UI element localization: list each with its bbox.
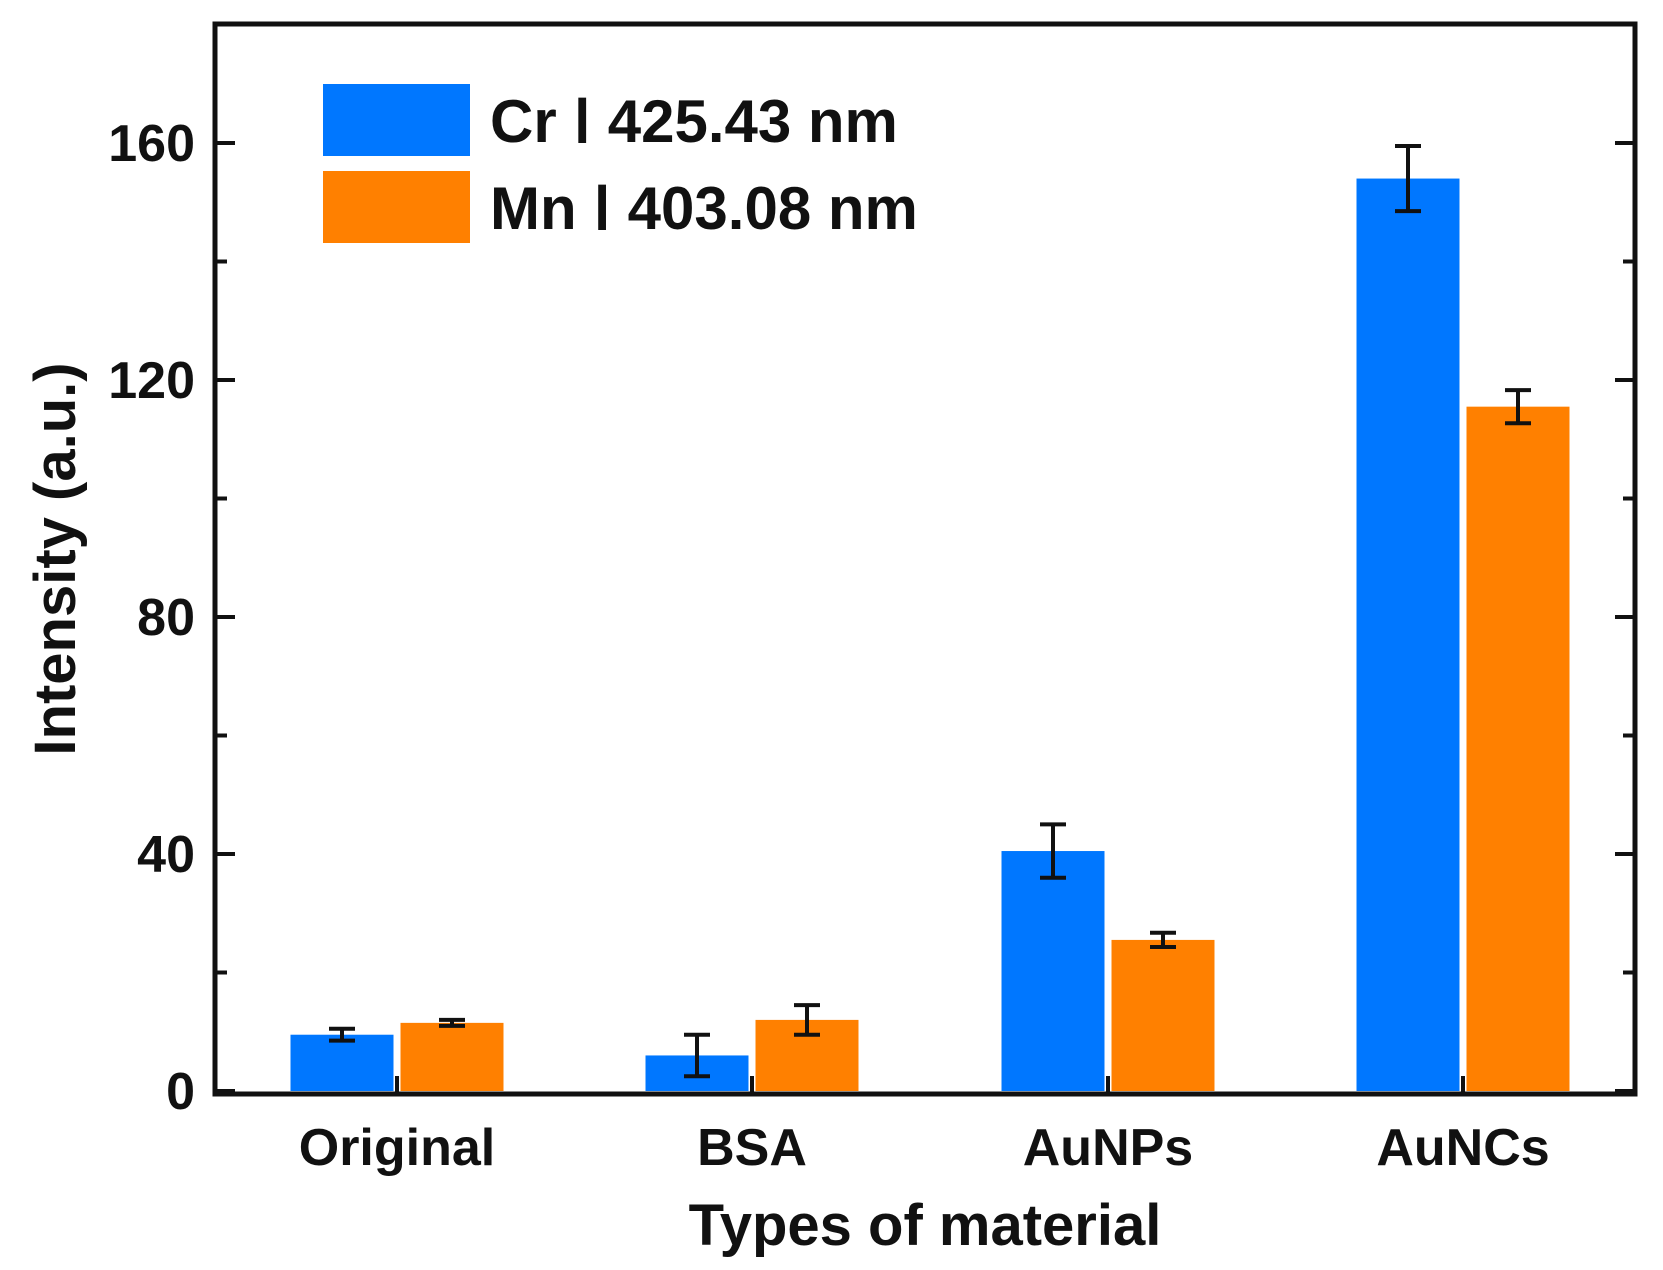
bar-aunps-series-2 xyxy=(1111,939,1215,1091)
legend-swatch-series-1 xyxy=(323,84,470,156)
y-tick-label-80: 80 xyxy=(137,589,195,647)
error-bar-original-series-1 xyxy=(329,1026,355,1043)
legend: Cr Ⅰ 425.43 nm Mn Ⅰ 403.08 nm xyxy=(323,84,918,243)
legend-label-series-1: Cr Ⅰ 425.43 nm xyxy=(490,88,898,155)
plot-frame xyxy=(212,21,1638,1097)
legend-label-series-2: Mn Ⅰ 403.08 nm xyxy=(490,175,918,242)
bar-auncs-series-1 xyxy=(1356,178,1460,1092)
x-tick-label-original: Original xyxy=(299,1119,495,1177)
bar-auncs-series-2 xyxy=(1466,406,1570,1092)
legend-swatch-series-2 xyxy=(323,171,470,243)
x-tick-label-bsa: BSA xyxy=(697,1119,807,1177)
x-tick-label-aunps: AuNPs xyxy=(1023,1119,1193,1177)
y-axis-title: Intensity (a.u.) xyxy=(23,362,88,755)
axis-ticks-layer: Original BSA AuNPs AuNCs 0 40 80 120 160 xyxy=(108,115,1635,1177)
bar-aunps-series-1 xyxy=(1001,851,1105,1091)
x-tick-label-auncs: AuNCs xyxy=(1376,1119,1549,1177)
bar-original-series-2 xyxy=(400,1022,504,1091)
y-tick-label-40: 40 xyxy=(137,826,195,884)
y-tick-label-0: 0 xyxy=(166,1063,195,1121)
error-bar-aunps-series-2 xyxy=(1150,930,1176,950)
error-bar-original-series-2 xyxy=(439,1017,465,1028)
y-tick-label-120: 120 xyxy=(108,352,195,410)
error-bar-auncs-series-2 xyxy=(1505,388,1531,426)
error-bar-auncs-series-1 xyxy=(1395,143,1421,214)
bar-original-series-1 xyxy=(290,1034,394,1091)
error-bar-bsa-series-1 xyxy=(684,1032,710,1079)
error-bars-layer xyxy=(329,143,1531,1079)
error-bar-bsa-series-2 xyxy=(794,1003,820,1037)
error-bar-aunps-series-1 xyxy=(1040,822,1066,880)
bars-layer xyxy=(290,178,1570,1092)
x-axis-title: Types of material xyxy=(689,1193,1162,1258)
y-tick-label-160: 160 xyxy=(108,115,195,173)
